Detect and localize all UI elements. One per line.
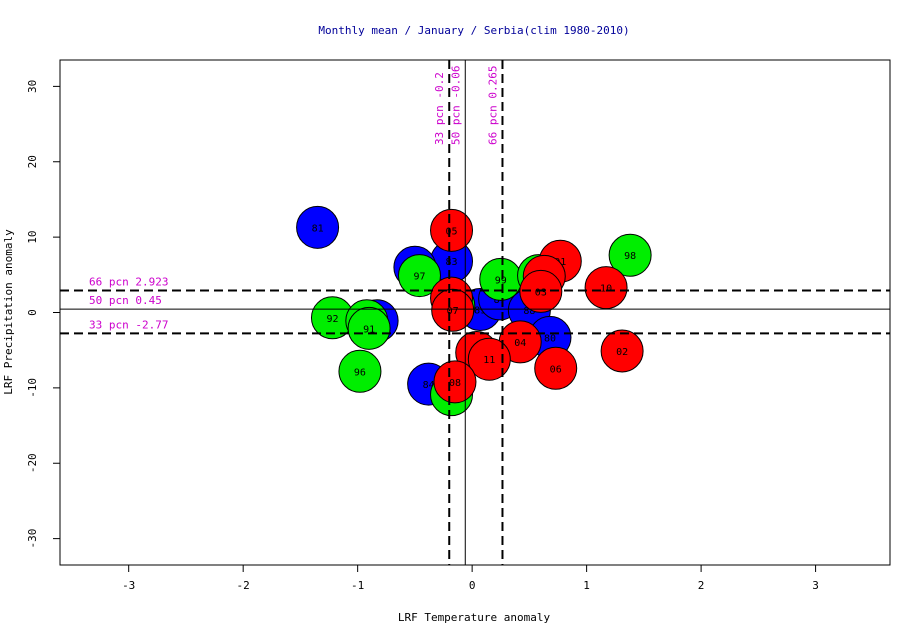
y-tick-label: 20 [26,155,39,168]
x-tick-label: -3 [122,579,135,592]
data-point-label: 02 [616,347,628,358]
data-point-label: 81 [312,223,324,234]
data-point-label: 96 [354,367,366,378]
data-point-07 [431,288,475,332]
data-point-label: 06 [550,364,562,375]
y-tick-label: -30 [26,529,39,549]
y-tick-label: -10 [26,378,39,398]
data-point-02 [600,329,644,373]
data-point-96 [338,349,382,393]
data-point-11 [467,337,511,381]
y-axis-label: LRF Precipitation anomaly [2,229,15,395]
data-point-label: 04 [514,338,526,349]
data-point-label: 89 [474,305,486,316]
y-tick-label: -20 [26,453,39,473]
chart-title: Monthly mean / January / Serbia(clim 198… [318,24,629,37]
y-tick-label: 30 [26,80,39,93]
x-tick-label: 3 [812,579,819,592]
data-point-label: 08 [449,378,461,389]
data-point-91 [347,306,391,350]
data-point-05 [430,208,474,252]
data-point-label: 83 [446,257,458,268]
data-point-label: 88 [523,306,535,317]
x-tick-label: 2 [698,579,705,592]
data-point-81 [296,205,340,249]
x-tick-label: 0 [469,579,476,592]
temperature-percentile-label: 50 pcn -0.06 [449,66,462,145]
data-point-98 [608,233,652,277]
data-point-label: 07 [447,306,459,317]
precipitation-percentile-label: 50 pcn 0.45 [89,294,162,307]
temperature-percentile-label: 66 pcn 0.265 [486,66,499,145]
x-axis-label: LRF Temperature anomaly [398,611,551,624]
y-tick-label: 0 [26,309,39,316]
data-point-label: 84 [423,380,435,391]
data-point-label: 03 [535,287,547,298]
x-tick-label: 1 [583,579,590,592]
data-point-label: 05 [446,226,458,237]
data-point-label: 97 [413,272,425,283]
data-point-label: 91 [363,324,375,335]
data-point-06 [534,346,578,390]
x-tick-label: -2 [237,579,250,592]
data-point-label: 10 [600,284,612,295]
precipitation-percentile-label: 33 pcn -2.77 [89,318,168,331]
data-point-label: 98 [624,251,636,262]
y-tick-label: 10 [26,231,39,244]
data-point-label: 92 [326,314,338,325]
plot-area: 8183828589878880849293919697999895869005… [60,60,890,565]
data-point-label: 99 [495,275,507,286]
precipitation-percentile-label: 66 pcn 2.923 [89,275,168,288]
data-point-label: 80 [544,333,556,344]
x-tick-label: -1 [351,579,364,592]
temperature-percentile-label: 33 pcn -0.2 [433,72,446,145]
data-point-label: 11 [483,355,495,366]
data-point-97 [397,254,441,298]
